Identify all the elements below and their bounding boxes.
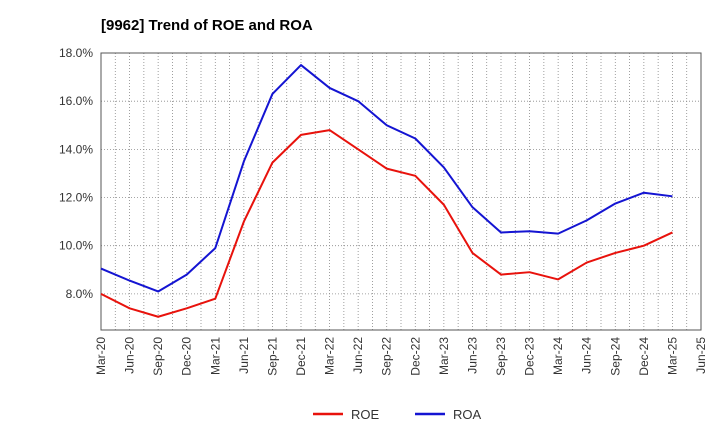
y-tick-label: 12.0%	[59, 191, 93, 205]
x-tick-label: Sep-22	[380, 337, 394, 376]
x-tick-label: Sep-20	[151, 337, 165, 376]
x-tick-label: Jun-22	[351, 337, 365, 374]
y-tick-label: 16.0%	[59, 94, 93, 108]
grid	[101, 53, 701, 330]
x-tick-label: Mar-23	[437, 337, 451, 375]
x-tick-label: Dec-22	[408, 337, 422, 376]
x-tick-label: Mar-25	[665, 337, 679, 375]
x-tick-label: Jun-25	[694, 337, 708, 374]
x-tick-label: Jun-20	[123, 337, 137, 374]
legend: ROE ROA	[313, 407, 482, 422]
x-tick-label: Mar-20	[94, 337, 108, 375]
x-tick-label: Mar-22	[323, 337, 337, 375]
series-line-roe	[100, 129, 673, 318]
chart-title: [9962] Trend of ROE and ROA	[101, 17, 313, 34]
y-tick-label: 10.0%	[59, 239, 93, 253]
x-tick-label: Sep-24	[608, 337, 622, 376]
x-tick-label: Jun-21	[237, 337, 251, 374]
plot-area	[100, 52, 702, 331]
x-tick-label: Sep-21	[265, 337, 279, 376]
legend-roe-label: ROE	[351, 407, 380, 422]
x-tick-label: Dec-21	[294, 337, 308, 376]
series-line-roa	[100, 64, 673, 293]
x-tick-label: Jun-23	[465, 337, 479, 374]
legend-roa-label: ROA	[453, 407, 482, 422]
x-tick-label: Dec-23	[523, 337, 537, 376]
series-lines	[100, 64, 673, 318]
y-tick-label: 8.0%	[66, 287, 94, 301]
y-axis: 8.0% 10.0% 12.0% 14.0% 16.0% 18.0%	[59, 46, 93, 301]
x-tick-label: Mar-24	[551, 337, 565, 375]
y-tick-label: 14.0%	[59, 142, 93, 156]
y-tick-label: 18.0%	[59, 46, 93, 60]
x-tick-label: Sep-23	[494, 337, 508, 376]
x-tick-label: Dec-24	[637, 337, 651, 376]
x-tick-label: Dec-20	[180, 337, 194, 376]
x-tick-label: Jun-24	[580, 337, 594, 374]
x-axis: Mar-20 Jun-20 Sep-20 Dec-20 Mar-21 Jun-21 Sep-…	[94, 337, 708, 376]
x-tick-label: Mar-21	[208, 337, 222, 375]
